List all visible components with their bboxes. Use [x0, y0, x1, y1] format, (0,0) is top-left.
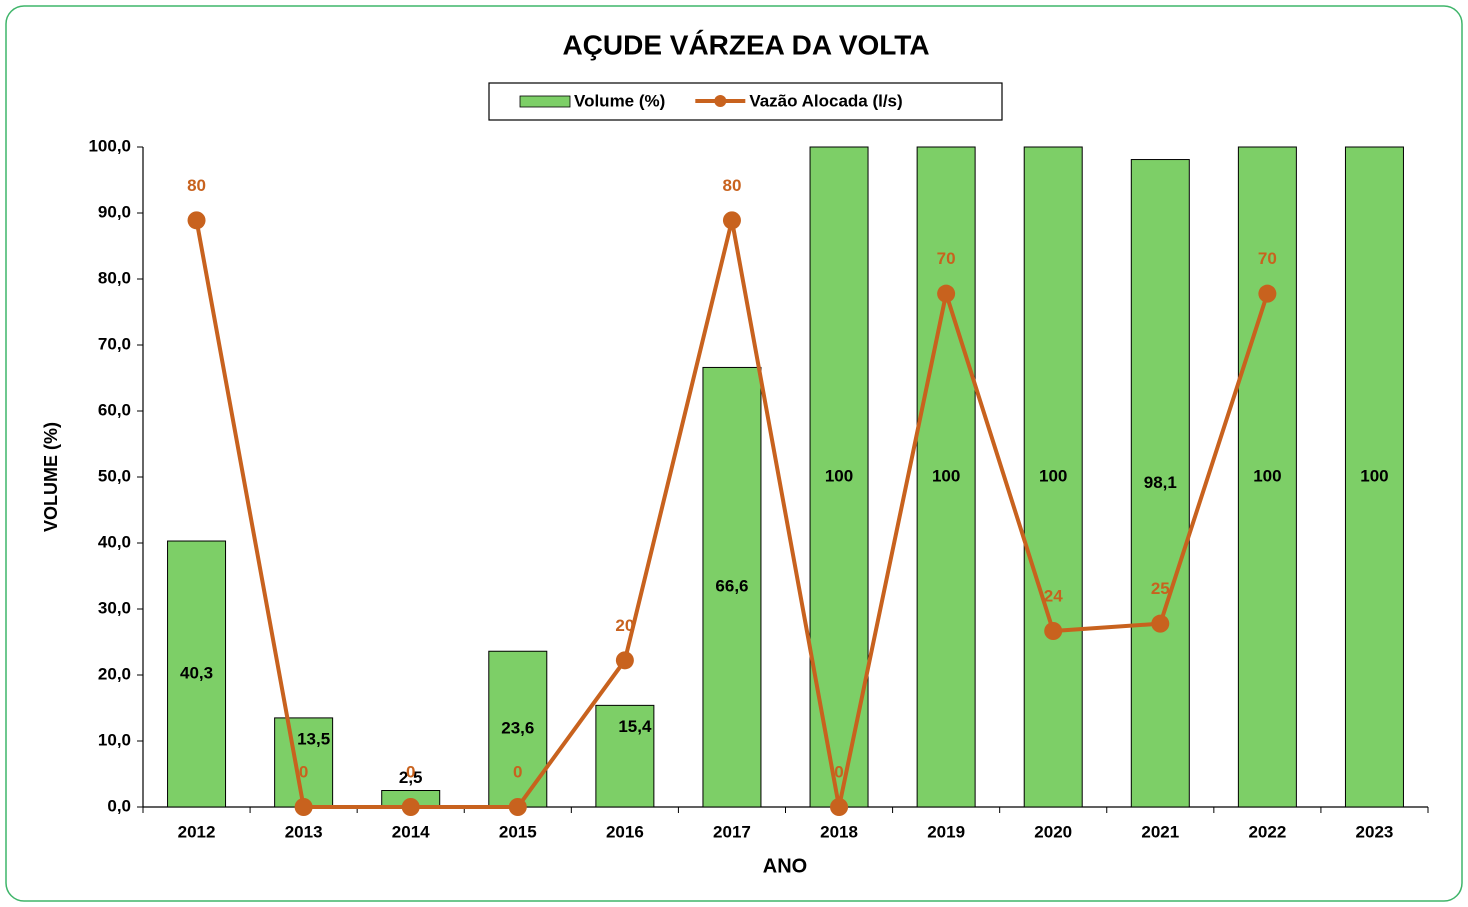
line-value-label: 70 — [937, 249, 956, 268]
x-tick-label: 2019 — [927, 822, 965, 841]
legend-label: Volume (%) — [574, 91, 665, 110]
bar-value-label: 100 — [1039, 466, 1067, 485]
y-tick-label: 50,0 — [98, 466, 131, 485]
bar — [595, 704, 655, 808]
legend-box — [488, 82, 1003, 121]
bar-value-label: 100 — [932, 466, 960, 485]
y-tick-label: 40,0 — [98, 532, 131, 551]
line-point — [937, 284, 956, 303]
y-tick-label: 10,0 — [98, 730, 131, 749]
line-point — [830, 798, 849, 816]
bar-value-label: 2,5 — [399, 768, 423, 787]
bar-value-label: 40,3 — [180, 663, 213, 682]
bar-value-label: 13,5 — [297, 729, 330, 748]
y-tick-label: 0,0 — [107, 796, 131, 815]
x-tick-label: 2020 — [1034, 822, 1072, 841]
line-value-label: 25 — [1151, 579, 1170, 598]
line-value-label: 0 — [299, 762, 308, 781]
bar — [702, 366, 762, 808]
line-point — [615, 651, 634, 670]
line-value-label: 80 — [187, 176, 206, 195]
bar-value-label: 100 — [825, 466, 853, 485]
y-axis-label: VOLUME (%) — [41, 422, 61, 532]
bar — [1344, 146, 1404, 808]
legend-marker — [714, 95, 727, 107]
bar-value-label: 98,1 — [1144, 473, 1177, 492]
bar — [916, 146, 976, 808]
x-tick-label: 2014 — [392, 822, 430, 841]
x-tick-label: 2013 — [285, 822, 323, 841]
line-point — [508, 798, 527, 816]
y-tick-label: 90,0 — [98, 202, 131, 221]
legend-label: Vazão Alocada (l/s) — [749, 91, 902, 110]
bar — [1023, 146, 1083, 808]
line-value-label: 20 — [615, 616, 634, 635]
bar-value-label: 15,4 — [618, 717, 652, 736]
bar-value-label: 100 — [1253, 466, 1281, 485]
y-tick-label: 100,0 — [88, 136, 131, 155]
x-tick-label: 2021 — [1141, 822, 1179, 841]
bar — [274, 717, 334, 808]
bar — [1237, 146, 1297, 808]
bar-value-label: 100 — [1360, 466, 1388, 485]
bar — [167, 540, 227, 808]
x-tick-label: 2023 — [1356, 822, 1394, 841]
bar — [1130, 159, 1190, 808]
line-point — [401, 798, 420, 816]
line-value-label: 0 — [834, 762, 843, 781]
x-axis-label: ANO — [763, 855, 807, 877]
line-value-label: 70 — [1258, 249, 1277, 268]
x-tick-label: 2015 — [499, 822, 537, 841]
chart-title: AÇUDE VÁRZEA DA VOLTA — [562, 29, 929, 60]
legend-swatch — [519, 95, 571, 108]
line-value-label: 80 — [722, 176, 741, 195]
line-point — [1258, 284, 1277, 303]
bar-value-label: 66,6 — [715, 577, 748, 596]
line-value-label: 0 — [406, 762, 415, 781]
y-tick-label: 20,0 — [98, 664, 131, 683]
line-value-label: 24 — [1044, 586, 1063, 605]
y-tick-label: 30,0 — [98, 598, 131, 617]
line-point — [1151, 614, 1170, 633]
line-point — [294, 798, 313, 816]
y-tick-label: 80,0 — [98, 268, 131, 287]
line-point — [1044, 622, 1063, 640]
y-tick-label: 70,0 — [98, 334, 131, 353]
line-point — [187, 211, 206, 230]
x-tick-label: 2022 — [1248, 822, 1286, 841]
x-tick-label: 2017 — [713, 822, 751, 841]
bar-value-label: 23,6 — [501, 719, 534, 738]
x-tick-label: 2016 — [606, 822, 644, 841]
line-value-label: 0 — [513, 762, 522, 781]
line-point — [722, 211, 741, 230]
x-tick-label: 2018 — [820, 822, 858, 841]
x-tick-label: 2012 — [178, 822, 216, 841]
y-tick-label: 60,0 — [98, 400, 131, 419]
